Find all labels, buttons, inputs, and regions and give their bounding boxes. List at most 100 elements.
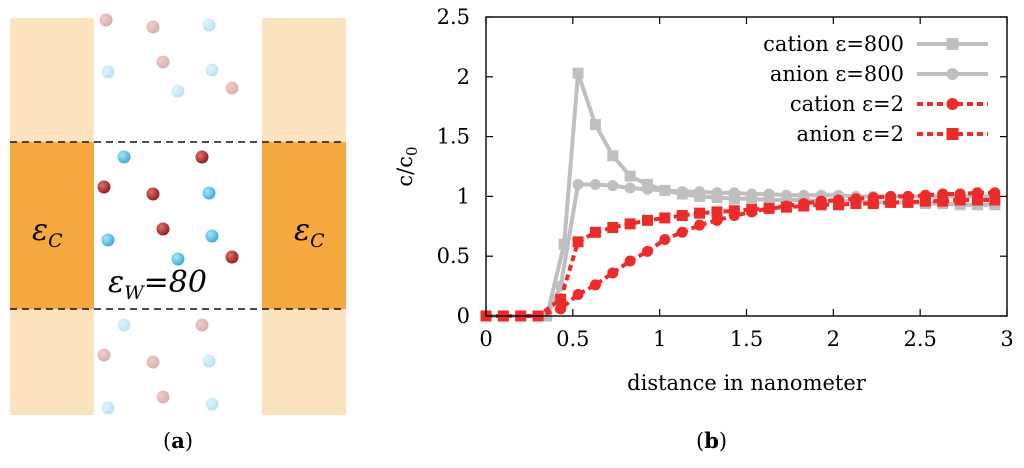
- data-point: [558, 238, 570, 250]
- cation-ion: [146, 355, 160, 369]
- data-point: [902, 196, 914, 208]
- data-point: [624, 218, 636, 230]
- data-point: [746, 204, 758, 216]
- data-point: [711, 206, 723, 218]
- data-point: [642, 245, 654, 257]
- data-point: [971, 194, 983, 206]
- data-point: [589, 178, 601, 190]
- data-point: [763, 202, 775, 214]
- y-tick-label: 2.5: [437, 5, 470, 29]
- data-point: [728, 193, 740, 205]
- data-point: [989, 194, 1001, 206]
- anion-ion: [101, 401, 115, 415]
- data-point: [642, 214, 654, 226]
- anion-ion: [205, 397, 219, 411]
- x-axis-label: distance in nanometer: [627, 371, 867, 395]
- anion-ion: [202, 18, 216, 32]
- data-point: [589, 279, 601, 291]
- anion-ion: [117, 150, 131, 164]
- y-tick-label: 0: [457, 304, 470, 328]
- data-point: [589, 226, 601, 238]
- y-tick-label: 1.5: [437, 125, 470, 149]
- data-point: [919, 195, 931, 207]
- anion-ion: [205, 229, 219, 243]
- right-electrode-top-light: [262, 18, 346, 142]
- data-point: [676, 186, 688, 198]
- data-point: [694, 219, 706, 231]
- cation-ion: [195, 318, 209, 332]
- cation-ion: [146, 20, 160, 34]
- data-point: [659, 233, 671, 245]
- data-point: [607, 267, 619, 279]
- left-electrode-dark: [10, 142, 94, 309]
- cation-ion: [97, 348, 111, 362]
- cation-ion: [156, 222, 170, 236]
- left-electrode-permittivity-label: εC: [32, 213, 63, 252]
- data-point: [642, 183, 654, 195]
- data-point: [607, 180, 619, 192]
- data-point: [763, 194, 775, 206]
- data-point: [694, 186, 706, 198]
- data-point: [954, 194, 966, 206]
- anion-ion: [171, 84, 185, 98]
- data-point: [572, 288, 584, 300]
- cation-ion: [99, 13, 113, 27]
- data-point: [780, 189, 792, 201]
- x-tick-label: 0.5: [556, 327, 589, 351]
- water-permittivity-label: εW=80: [108, 265, 207, 304]
- x-tick-label: 2: [827, 327, 840, 351]
- data-point: [946, 38, 959, 50]
- cation-ion: [146, 187, 160, 201]
- anion-ion: [202, 354, 216, 368]
- data-point: [746, 188, 758, 200]
- x-tick-label: 1.5: [730, 327, 763, 351]
- legend-entry-1: anion ε=800: [770, 62, 988, 86]
- data-point: [780, 201, 792, 213]
- data-point: [946, 128, 959, 140]
- legend-label: cation ε=2: [790, 92, 904, 116]
- data-point: [885, 196, 897, 208]
- anion-ion: [171, 252, 185, 266]
- panel-b-caption: (b): [696, 428, 728, 453]
- x-tick-label: 1: [653, 327, 666, 351]
- data-point: [850, 198, 862, 210]
- data-point: [946, 98, 959, 110]
- legend-label: anion ε=2: [797, 122, 904, 146]
- cation-ion: [225, 81, 239, 95]
- anion-ion: [202, 186, 216, 200]
- data-point: [815, 199, 827, 211]
- cation-ion: [195, 150, 209, 164]
- data-point: [676, 226, 688, 238]
- data-point: [937, 195, 949, 207]
- faded-ions-top: [99, 13, 239, 98]
- y-axis-label: c/c0: [393, 146, 421, 186]
- data-point: [572, 178, 584, 190]
- data-point: [867, 198, 879, 210]
- data-point: [694, 207, 706, 219]
- concentration-profile-chart: 0 0.5 1 1.5 2 2.5 3 0 0.5 1 1.5 2 2.5 distance in nan…: [393, 5, 1014, 395]
- y-tick-label: 1: [457, 184, 470, 208]
- panel-a-caption: (a): [163, 428, 194, 453]
- anion-ion: [101, 65, 115, 79]
- y-tick-label: 2: [457, 65, 470, 89]
- panel-b-chart: 0 0.5 1 1.5 2 2.5 3 0 0.5 1 1.5 2 2.5 distance in nan…: [380, 0, 1024, 464]
- left-electrode-top-light: [10, 18, 94, 142]
- cation-ion: [225, 250, 239, 264]
- right-electrode-bottom-light: [262, 309, 346, 415]
- faded-ions-bottom: [97, 318, 219, 415]
- series-line: [486, 197, 995, 318]
- x-tick-label: 0: [479, 327, 492, 351]
- data-point: [607, 221, 619, 233]
- data-point: [624, 182, 636, 194]
- data-point: [728, 205, 740, 217]
- x-tick-label: 3: [1000, 327, 1013, 351]
- x-tick-label: 2.5: [903, 327, 936, 351]
- data-point: [763, 188, 775, 200]
- data-point: [833, 199, 845, 211]
- data-point: [607, 150, 619, 162]
- data-point: [711, 214, 723, 226]
- data-point: [572, 67, 584, 79]
- legend-label: anion ε=800: [770, 62, 904, 86]
- y-tick-label: 0.5: [437, 244, 470, 268]
- legend-entry-2: cation ε=2: [790, 92, 988, 116]
